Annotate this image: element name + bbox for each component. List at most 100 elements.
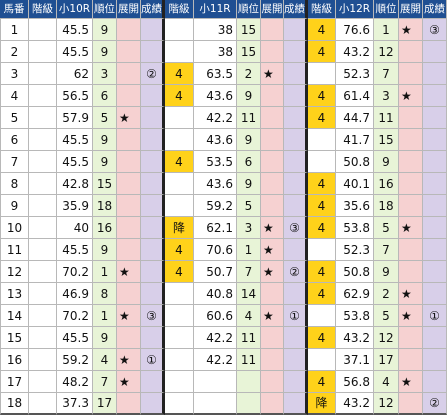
result-cell: ③ bbox=[423, 19, 447, 41]
race-value: 45.5 bbox=[57, 151, 93, 173]
development-cell bbox=[261, 327, 284, 349]
development-cell bbox=[261, 19, 284, 41]
result-cell bbox=[141, 41, 165, 63]
race-value: 61.4 bbox=[336, 85, 374, 107]
race-value: 43.6 bbox=[194, 85, 237, 107]
development-cell bbox=[261, 349, 284, 371]
header-result: 成績 bbox=[284, 0, 308, 19]
race-value: 35.6 bbox=[336, 195, 374, 217]
development-cell bbox=[399, 107, 423, 129]
result-cell bbox=[141, 129, 165, 151]
development-cell bbox=[399, 129, 423, 151]
header-class: 階級 bbox=[29, 0, 57, 19]
result-cell bbox=[423, 151, 447, 173]
class-cell: 4 bbox=[308, 85, 336, 107]
development-cell bbox=[261, 195, 284, 217]
race-value: 37.1 bbox=[336, 349, 374, 371]
development-cell: ★ bbox=[117, 107, 141, 129]
result-cell: ② bbox=[423, 393, 447, 415]
class-cell bbox=[165, 393, 194, 415]
rank-cell: 11 bbox=[237, 107, 261, 129]
class-cell bbox=[29, 349, 57, 371]
rank-cell: 1 bbox=[93, 261, 117, 283]
result-cell bbox=[284, 239, 308, 261]
development-cell bbox=[117, 63, 141, 85]
result-cell bbox=[284, 393, 308, 415]
result-cell bbox=[141, 261, 165, 283]
development-cell bbox=[261, 173, 284, 195]
class-cell bbox=[29, 371, 57, 393]
rank-cell: 1 bbox=[93, 305, 117, 327]
race-value: 63.5 bbox=[194, 63, 237, 85]
development-cell bbox=[117, 129, 141, 151]
race-value: 45.5 bbox=[57, 41, 93, 63]
development-cell bbox=[117, 173, 141, 195]
race-value: 40.1 bbox=[336, 173, 374, 195]
horse-number: 18 bbox=[0, 393, 29, 415]
class-cell bbox=[308, 129, 336, 151]
class-cell: 4 bbox=[308, 283, 336, 305]
result-cell: ① bbox=[423, 305, 447, 327]
race-value: 42.2 bbox=[194, 349, 237, 371]
race-value: 50.8 bbox=[336, 151, 374, 173]
development-cell bbox=[399, 151, 423, 173]
class-cell bbox=[165, 327, 194, 349]
header-development: 展開 bbox=[261, 0, 284, 19]
rank-cell: 9 bbox=[374, 151, 399, 173]
class-cell bbox=[165, 305, 194, 327]
race-value: 42.2 bbox=[194, 327, 237, 349]
development-cell bbox=[399, 41, 423, 63]
development-cell bbox=[399, 239, 423, 261]
race-value: 40 bbox=[57, 217, 93, 239]
class-cell: 4 bbox=[165, 63, 194, 85]
header-race: 小11R bbox=[194, 0, 237, 19]
rank-cell: 1 bbox=[374, 19, 399, 41]
rank-cell: 5 bbox=[374, 217, 399, 239]
class-cell: 4 bbox=[165, 85, 194, 107]
development-cell bbox=[261, 283, 284, 305]
header-horse-no: 馬番 bbox=[0, 0, 29, 19]
race-value: 50.7 bbox=[194, 261, 237, 283]
result-cell bbox=[284, 371, 308, 393]
class-cell: 4 bbox=[308, 371, 336, 393]
result-cell: ③ bbox=[284, 217, 308, 239]
race-value: 45.5 bbox=[57, 129, 93, 151]
development-cell bbox=[261, 85, 284, 107]
development-cell: ★ bbox=[117, 349, 141, 371]
class-cell bbox=[29, 239, 57, 261]
result-cell bbox=[284, 41, 308, 63]
horse-number: 14 bbox=[0, 305, 29, 327]
race-value: 43.2 bbox=[336, 41, 374, 63]
rank-cell: 3 bbox=[93, 63, 117, 85]
result-cell bbox=[423, 349, 447, 371]
result-cell: ① bbox=[284, 305, 308, 327]
rank-cell: 6 bbox=[93, 85, 117, 107]
development-cell bbox=[399, 63, 423, 85]
result-cell bbox=[423, 327, 447, 349]
result-cell bbox=[141, 19, 165, 41]
header-class: 階級 bbox=[165, 0, 194, 19]
class-cell bbox=[29, 217, 57, 239]
class-cell bbox=[165, 371, 194, 393]
development-cell: ★ bbox=[117, 305, 141, 327]
header-result: 成績 bbox=[423, 0, 447, 19]
race-value: 60.6 bbox=[194, 305, 237, 327]
result-cell bbox=[284, 151, 308, 173]
rank-cell: 9 bbox=[237, 85, 261, 107]
class-cell bbox=[308, 151, 336, 173]
race-value: 42.8 bbox=[57, 173, 93, 195]
rank-cell: 15 bbox=[93, 173, 117, 195]
rank-cell: 4 bbox=[374, 371, 399, 393]
development-cell bbox=[261, 371, 284, 393]
rank-cell: 9 bbox=[93, 239, 117, 261]
result-cell bbox=[141, 85, 165, 107]
horse-number: 3 bbox=[0, 63, 29, 85]
race-value: 53.5 bbox=[194, 151, 237, 173]
class-cell bbox=[29, 41, 57, 63]
development-cell bbox=[117, 217, 141, 239]
rank-cell bbox=[237, 371, 261, 393]
rank-cell: 11 bbox=[374, 107, 399, 129]
horse-number: 6 bbox=[0, 129, 29, 151]
horse-number: 12 bbox=[0, 261, 29, 283]
